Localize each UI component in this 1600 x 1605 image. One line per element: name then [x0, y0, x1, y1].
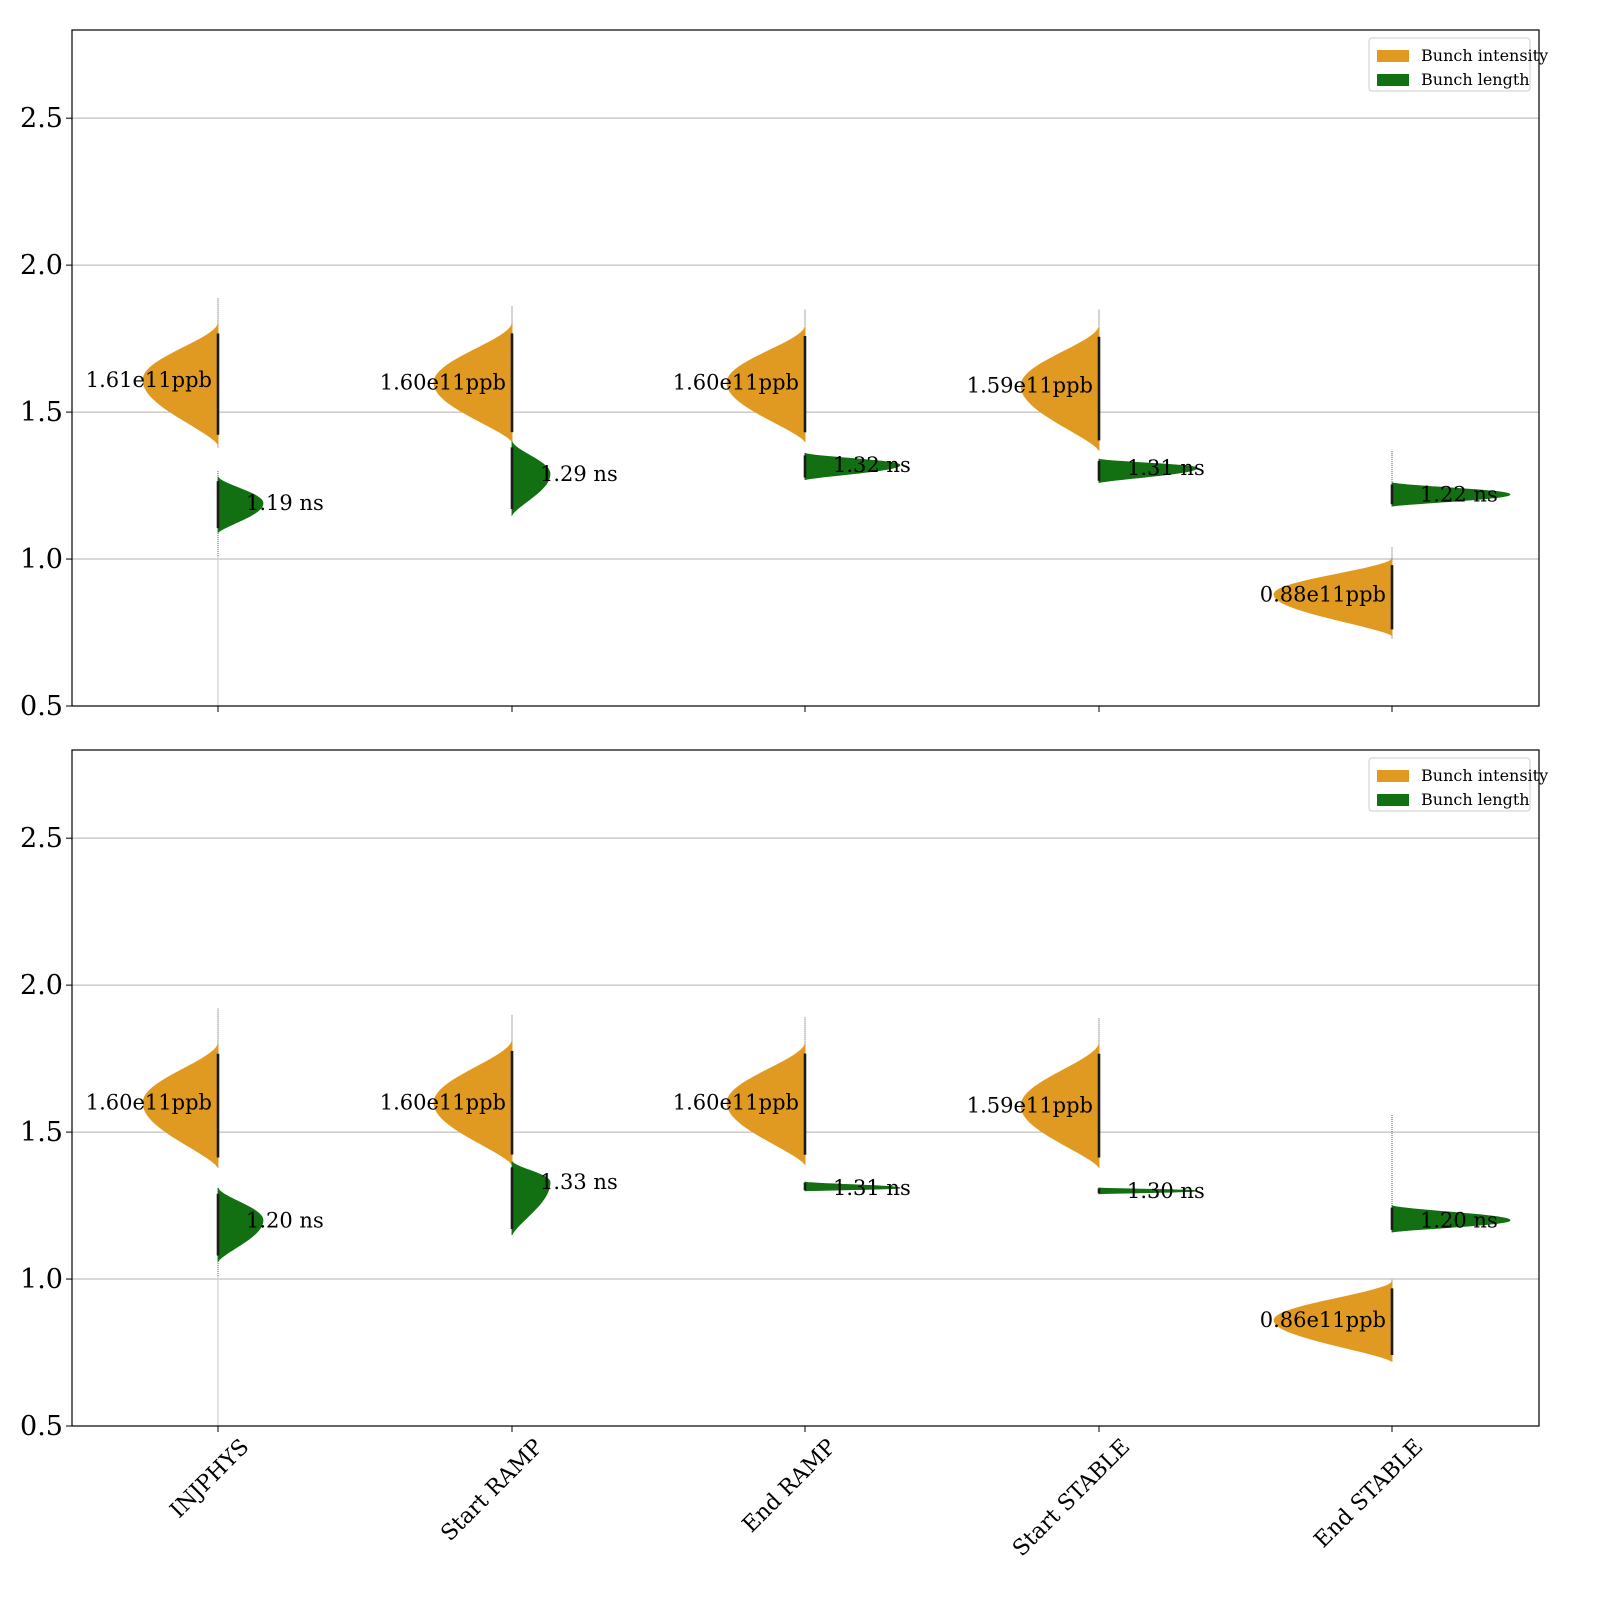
legend-swatch	[1377, 74, 1409, 86]
length-median-label: 1.20 ns	[1420, 1208, 1498, 1232]
legend-swatch	[1377, 794, 1409, 806]
length-median-label: 1.32 ns	[833, 453, 911, 477]
x-tick-label: End STABLE	[1310, 1435, 1428, 1553]
y-tick-label: 1.5	[20, 1117, 63, 1148]
length-violin-2	[511, 441, 551, 517]
length-violin-1	[217, 476, 264, 533]
length-violin-3	[804, 452, 901, 481]
intensity-median-label: 1.60e11ppb	[86, 1091, 212, 1115]
length-median-label: 1.22 ns	[1420, 482, 1498, 506]
intensity-violin-4	[1020, 1043, 1100, 1169]
length-median-label: 1.30 ns	[1127, 1179, 1205, 1203]
length-violin-3	[804, 1181, 901, 1192]
intensity-violin-5	[1273, 1281, 1393, 1362]
intensity-violin-4	[1020, 326, 1100, 452]
intensity-median-label: 1.59e11ppb	[967, 374, 1093, 398]
legend: Bunch intensity Bunch length	[1368, 37, 1548, 92]
length-violin-4	[1098, 458, 1198, 484]
intensity-violin-2	[433, 323, 513, 443]
intensity-violin-5	[1273, 558, 1393, 636]
y-tick-label: 2.5	[20, 823, 63, 854]
intensity-violin-1	[142, 323, 219, 446]
length-median-label: 1.33 ns	[540, 1170, 618, 1194]
y-tick-label: 0.5	[20, 691, 63, 722]
length-violin-5	[1391, 482, 1511, 507]
intensity-median-label: 1.60e11ppb	[380, 1091, 506, 1115]
legend-box	[1368, 37, 1531, 92]
length-violin-5	[1391, 1204, 1511, 1233]
length-median-label: 1.19 ns	[246, 491, 324, 515]
intensity-violin-2	[433, 1040, 513, 1166]
length-median-label: 1.31 ns	[1127, 456, 1205, 480]
length-median-label: 1.20 ns	[246, 1208, 324, 1232]
length-median-label: 1.29 ns	[540, 462, 618, 486]
y-tick-label: 1.5	[20, 397, 63, 428]
intensity-median-label: 1.61e11ppb	[86, 368, 212, 392]
legend-label: Bunch length	[1421, 70, 1530, 89]
y-tick-label: 2.0	[20, 970, 63, 1001]
legend-swatch	[1377, 50, 1409, 62]
intensity-violin-3	[726, 1043, 806, 1166]
legend-label: Bunch intensity	[1421, 766, 1548, 785]
intensity-median-label: 0.88e11ppb	[1260, 582, 1386, 606]
y-tick-label: 0.5	[20, 1411, 63, 1442]
y-tick-label: 1.0	[20, 1264, 63, 1295]
legend-label: Bunch intensity	[1421, 46, 1548, 65]
chart-panel-2: 0.5 1.0 1.5 2.0 2.5 1.60e11ppb 1.60e11ppb 1.60e…	[20, 749, 1548, 1562]
intensity-violin-1	[142, 1043, 219, 1169]
x-tick-label: INJPHYS	[166, 1435, 255, 1524]
legend-swatch	[1377, 770, 1409, 782]
legend-label: Bunch length	[1421, 790, 1530, 809]
chart-panel-1: 0.5 1.0 1.5 2.0 2.5 1.61e11ppb 1.60e11ppb 1.60e…	[20, 29, 1548, 722]
intensity-median-label: 1.60e11ppb	[673, 371, 799, 395]
length-median-label: 1.31 ns	[833, 1176, 911, 1200]
axes-frame	[71, 749, 1540, 1427]
y-tick-label: 2.0	[20, 250, 63, 281]
intensity-median-label: 0.86e11ppb	[1260, 1308, 1386, 1332]
intensity-median-label: 1.60e11ppb	[380, 371, 506, 395]
legend: Bunch intensity Bunch length	[1368, 757, 1548, 812]
length-violin-1	[217, 1187, 264, 1263]
axes-frame	[71, 29, 1540, 707]
y-tick-label: 2.5	[20, 103, 63, 134]
intensity-median-label: 1.60e11ppb	[673, 1091, 799, 1115]
length-violin-4	[1098, 1187, 1199, 1195]
x-tick-label: End RAMP	[738, 1434, 841, 1537]
legend-box	[1368, 757, 1531, 812]
x-tick-label: Start RAMP	[436, 1434, 548, 1546]
y-tick-label: 1.0	[20, 544, 63, 575]
intensity-violin-3	[726, 326, 806, 443]
length-violin-2	[511, 1160, 551, 1236]
intensity-median-label: 1.59e11ppb	[967, 1094, 1093, 1118]
x-tick-label: Start STABLE	[1008, 1435, 1135, 1562]
